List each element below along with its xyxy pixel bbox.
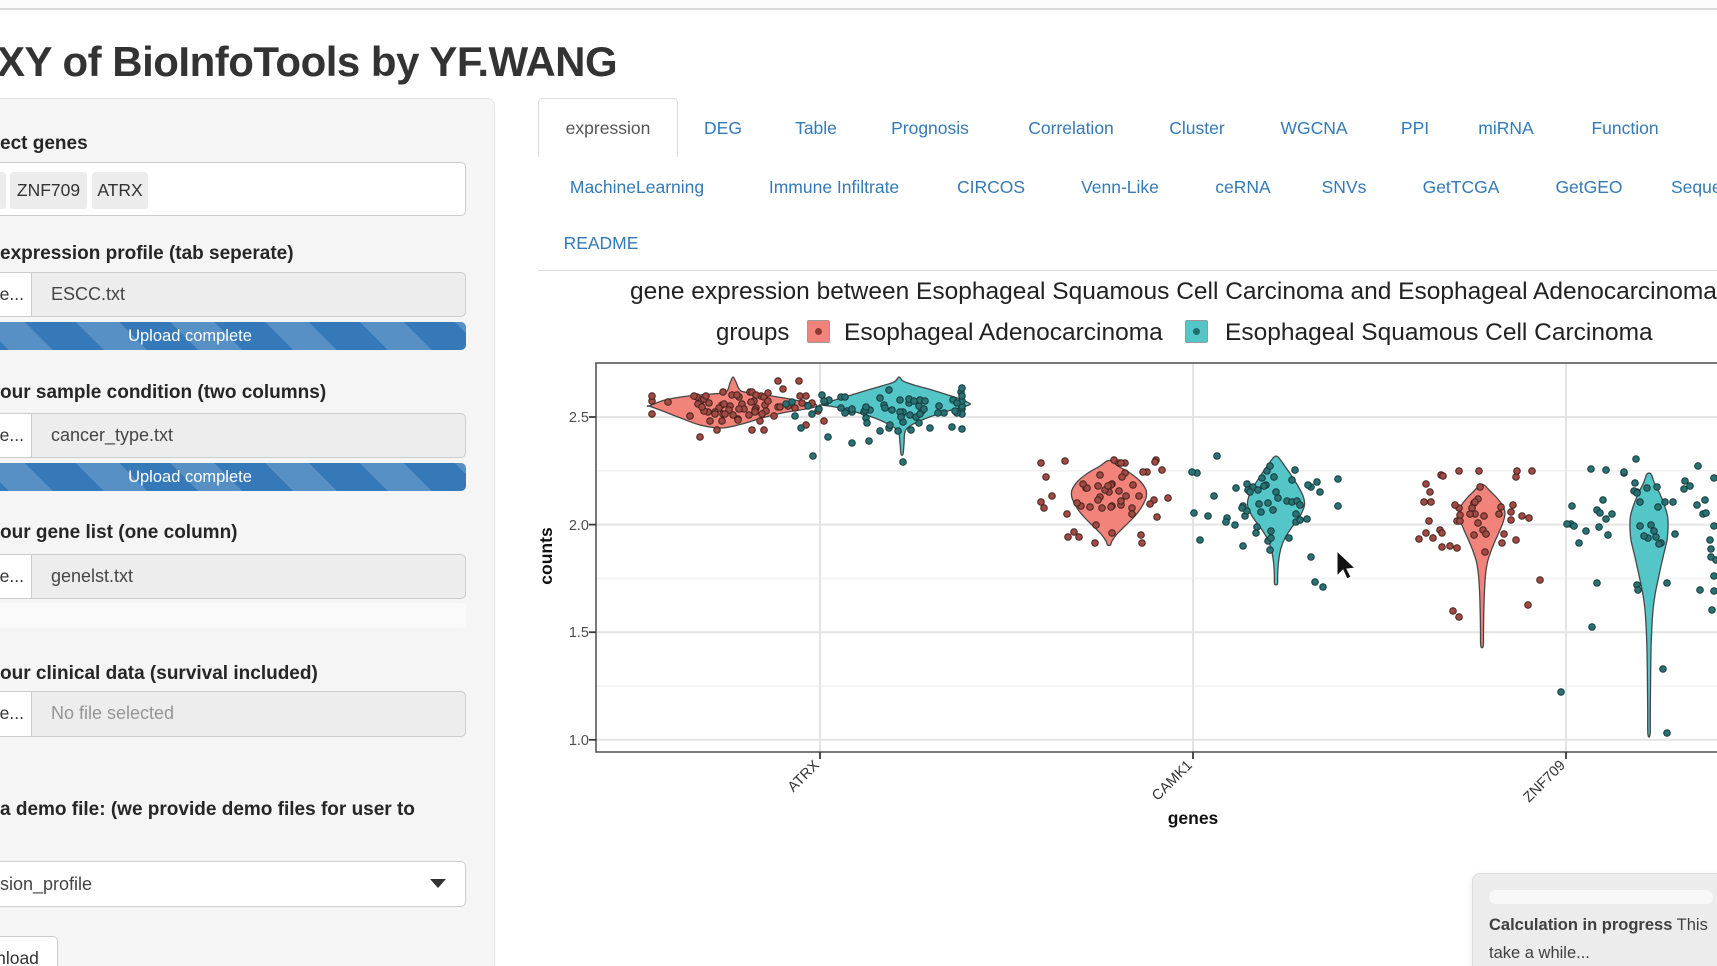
svg-text:2.0: 2.0 — [569, 518, 589, 534]
svg-text:ZNF709: ZNF709 — [1520, 758, 1568, 806]
svg-text:counts: counts — [536, 527, 556, 585]
svg-text:CAMK1: CAMK1 — [1149, 758, 1196, 805]
svg-text:genes: genes — [1168, 808, 1219, 828]
svg-text:1.0: 1.0 — [569, 733, 589, 749]
svg-text:ATRX: ATRX — [785, 757, 823, 795]
svg-text:2.5: 2.5 — [569, 410, 589, 426]
svg-text:1.5: 1.5 — [569, 625, 589, 641]
